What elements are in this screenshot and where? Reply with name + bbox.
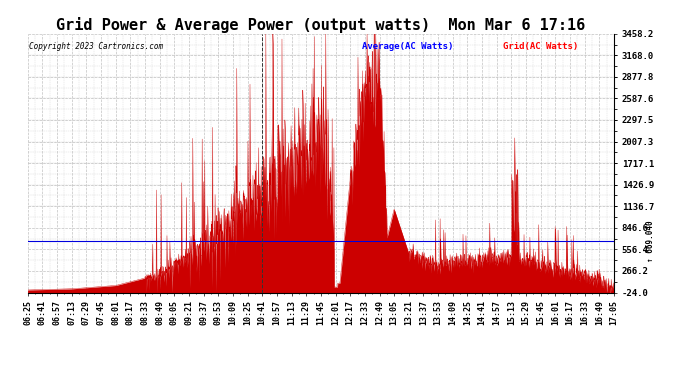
Text: Grid(AC Watts): Grid(AC Watts) (502, 42, 578, 51)
Text: Average(AC Watts): Average(AC Watts) (362, 42, 453, 51)
Text: Copyright 2023 Cartronics.com: Copyright 2023 Cartronics.com (29, 42, 163, 51)
Text: ↑ 669.040: ↑ 669.040 (0, 220, 3, 262)
Text: ↑ 669.040: ↑ 669.040 (647, 220, 656, 262)
Title: Grid Power & Average Power (output watts)  Mon Mar 6 17:16: Grid Power & Average Power (output watts… (56, 16, 586, 33)
